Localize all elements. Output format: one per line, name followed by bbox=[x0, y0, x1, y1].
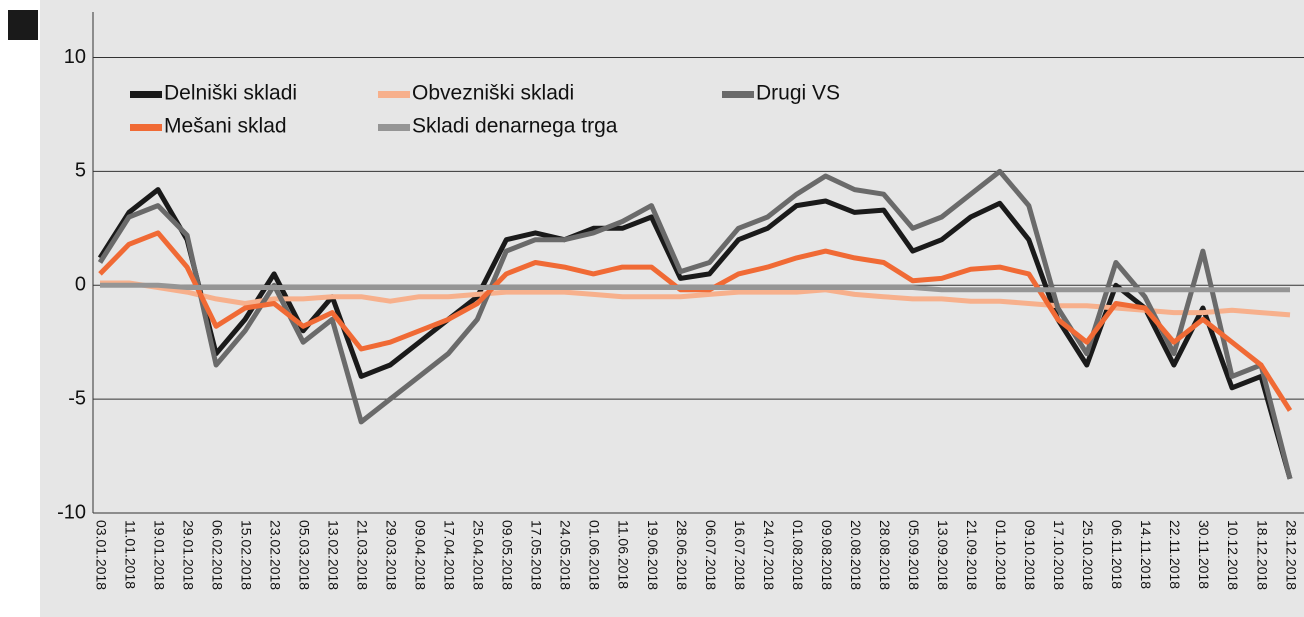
x-tick-label: 13.02.2018 bbox=[325, 520, 341, 590]
x-tick-label: 01.10.2018 bbox=[993, 520, 1009, 590]
x-tick-label: 01.06.2018 bbox=[587, 520, 603, 590]
x-tick-label: 09.10.2018 bbox=[1022, 520, 1038, 590]
x-tick-label: 05.03.2018 bbox=[296, 520, 312, 590]
x-tick-label: 06.11.2018 bbox=[1109, 520, 1125, 589]
legend-swatch bbox=[130, 124, 162, 131]
x-tick-label: 10.12.2018 bbox=[1225, 520, 1241, 590]
x-tick-label: 17.04.2018 bbox=[442, 520, 458, 590]
x-tick-label: 19.01.2018 bbox=[151, 520, 167, 590]
x-tick-label: 19.06.2018 bbox=[645, 520, 661, 590]
legend-label: Mešani sklad bbox=[164, 115, 287, 138]
x-tick-label: 17.10.2018 bbox=[1051, 520, 1067, 590]
x-tick-label: 06.02.2018 bbox=[209, 520, 225, 590]
x-tick-label: 28.06.2018 bbox=[674, 520, 690, 590]
x-tick-label: 29.01.2018 bbox=[180, 520, 196, 590]
legend-label: Drugi VS bbox=[756, 82, 840, 105]
x-tick-label: 11.01.2018 bbox=[122, 520, 138, 589]
x-tick-label: 06.07.2018 bbox=[703, 520, 719, 590]
legend-label: Obvezniški skladi bbox=[412, 82, 574, 105]
x-tick-label: 05.09.2018 bbox=[906, 520, 922, 590]
x-tick-label: 21.09.2018 bbox=[964, 520, 980, 590]
x-tick-label: 22.11.2018 bbox=[1167, 520, 1183, 589]
x-tick-label: 29.03.2018 bbox=[384, 520, 400, 590]
x-tick-label: 24.07.2018 bbox=[761, 520, 777, 590]
y-tick-label: 0 bbox=[75, 274, 86, 296]
x-tick-label: 25.04.2018 bbox=[471, 520, 487, 590]
x-tick-label: 11.06.2018 bbox=[616, 520, 632, 589]
x-tick-label: 03.01.2018 bbox=[93, 520, 109, 590]
x-tick-label: 09.08.2018 bbox=[819, 520, 835, 590]
y-tick-label: 10 bbox=[64, 46, 86, 68]
x-tick-label: 13.09.2018 bbox=[935, 520, 951, 590]
legend-swatch bbox=[378, 91, 410, 98]
y-tick-label: -5 bbox=[68, 387, 86, 409]
x-tick-label: 21.03.2018 bbox=[355, 520, 371, 590]
legend-swatch bbox=[722, 91, 754, 98]
corner-marker bbox=[8, 10, 38, 40]
x-tick-label: 15.02.2018 bbox=[238, 520, 254, 590]
series-line bbox=[100, 280, 1291, 318]
y-tick-label: 5 bbox=[75, 160, 86, 182]
x-tick-label: 01.08.2018 bbox=[790, 520, 806, 590]
x-tick-label: 09.05.2018 bbox=[500, 520, 516, 590]
y-tick-label: -10 bbox=[57, 501, 86, 523]
x-tick-label: 17.05.2018 bbox=[529, 520, 545, 590]
x-tick-label: 18.12.2018 bbox=[1254, 520, 1270, 590]
x-tick-label: 25.10.2018 bbox=[1080, 520, 1096, 590]
x-tick-label: 28.12.2018 bbox=[1283, 520, 1299, 590]
x-tick-label: 20.08.2018 bbox=[848, 520, 864, 590]
x-tick-label: 30.11.2018 bbox=[1196, 520, 1212, 589]
legend-label: Delniški skladi bbox=[164, 82, 297, 105]
x-tick-label: 23.02.2018 bbox=[267, 520, 283, 590]
x-tick-label: 16.07.2018 bbox=[732, 520, 748, 590]
series-line bbox=[100, 282, 1290, 293]
legend-swatch bbox=[378, 124, 410, 131]
legend-label: Skladi denarnega trga bbox=[412, 115, 618, 138]
legend-swatch bbox=[130, 91, 162, 98]
x-tick-label: 24.05.2018 bbox=[558, 520, 574, 590]
x-tick-label: 09.04.2018 bbox=[413, 520, 429, 590]
x-tick-label: 28.08.2018 bbox=[877, 520, 893, 590]
x-tick-label: 14.11.2018 bbox=[1138, 520, 1154, 589]
